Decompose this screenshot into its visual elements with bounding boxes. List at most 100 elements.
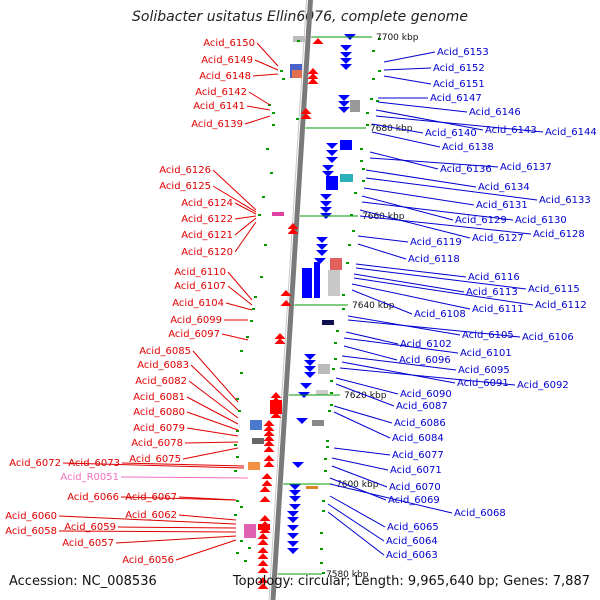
gene-label[interactable]: Acid_6087 <box>396 401 448 412</box>
gene-label[interactable]: Acid_6122 <box>181 214 233 225</box>
gene-label[interactable]: Acid_6086 <box>394 418 446 429</box>
gene-label[interactable]: Acid_6128 <box>533 229 585 240</box>
gene-tick <box>272 112 275 114</box>
gene-label[interactable]: Acid_6095 <box>458 365 510 376</box>
gene-label[interactable]: Acid_6136 <box>440 164 492 175</box>
gene-label[interactable]: Acid_6082 <box>135 376 187 387</box>
gene-arrow <box>280 300 292 306</box>
gene-leader-line <box>58 515 237 525</box>
gene-label[interactable]: Acid_6125 <box>159 181 211 192</box>
gene-arrow <box>340 64 352 70</box>
gene-label[interactable]: Acid_6107 <box>174 281 226 292</box>
gene-label[interactable]: Acid_6072 <box>9 458 61 469</box>
gene-label[interactable]: Acid_6142 <box>195 87 247 98</box>
gene-label[interactable]: Acid_6119 <box>410 237 462 248</box>
gene-label[interactable]: Acid_6130 <box>515 215 567 226</box>
gene-label[interactable]: Acid_6115 <box>528 284 580 295</box>
gene-label[interactable]: Acid_6134 <box>478 182 530 193</box>
gene-label[interactable]: Acid_6077 <box>392 450 444 461</box>
gene-label[interactable]: Acid_6137 <box>500 162 552 173</box>
gene-arrow <box>326 143 338 149</box>
gene-arrow <box>300 113 312 119</box>
gene-label[interactable]: Acid_6121 <box>181 230 233 241</box>
gene-leader-line <box>333 405 393 424</box>
gene-label[interactable]: Acid_6060 <box>5 511 57 522</box>
chromosome-line <box>270 0 313 600</box>
gene-label[interactable]: Acid_6104 <box>172 298 224 309</box>
gene-label[interactable]: Acid_6143 <box>485 125 537 136</box>
gene-label[interactable]: Acid_6056 <box>122 555 174 566</box>
gene-arrow <box>287 228 299 234</box>
gene-label[interactable]: Acid_6102 <box>400 339 452 350</box>
gene-label[interactable]: Acid_6144 <box>545 127 597 138</box>
gene-arrow <box>307 73 319 79</box>
gene-label[interactable]: Acid_6127 <box>472 233 524 244</box>
gene-label[interactable]: Acid_6097 <box>168 329 220 340</box>
gene-label[interactable]: Acid_6081 <box>133 392 185 403</box>
gene-label[interactable]: Acid_6113 <box>466 287 518 298</box>
gene-label[interactable]: Acid_6096 <box>399 355 451 366</box>
gene-label[interactable]: Acid_6151 <box>433 79 485 90</box>
gene-label[interactable]: Acid_6110 <box>174 267 226 278</box>
gene-label[interactable]: Acid_6068 <box>454 508 506 519</box>
gene-label[interactable]: Acid_6138 <box>442 142 494 153</box>
gene-label[interactable]: Acid_6070 <box>389 482 441 493</box>
gene-tick <box>324 458 327 460</box>
gene-block-orange <box>306 486 318 489</box>
gene-label[interactable]: Acid_6090 <box>400 389 452 400</box>
gene-label[interactable]: Acid_6141 <box>193 101 245 112</box>
gene-label[interactable]: Acid_6065 <box>387 522 439 533</box>
gene-arrow <box>289 504 301 510</box>
gene-label[interactable]: Acid_6111 <box>472 304 524 315</box>
gene-label[interactable]: Acid_6057 <box>62 538 114 549</box>
gene-label[interactable]: Acid_6105 <box>462 330 514 341</box>
gene-label[interactable]: Acid_6071 <box>390 465 442 476</box>
gene-label[interactable]: Acid_6078 <box>131 438 183 449</box>
gene-label[interactable]: Acid_6084 <box>392 433 444 444</box>
gene-label[interactable]: Acid_6085 <box>139 346 191 357</box>
gene-label[interactable]: Acid_6108 <box>414 309 466 320</box>
gene-label[interactable]: Acid_6149 <box>201 55 253 66</box>
gene-label[interactable]: Acid_6153 <box>437 47 489 58</box>
gene-label[interactable]: Acid_6118 <box>408 254 460 265</box>
kbp-label: 7660 kbp <box>362 212 405 222</box>
gene-label[interactable]: Acid_6148 <box>199 71 251 82</box>
gene-arrow <box>257 533 269 539</box>
gene-label[interactable]: Acid_6064 <box>386 536 438 547</box>
gene-label[interactable]: Acid_6120 <box>181 247 233 258</box>
gene-arrow <box>287 223 299 229</box>
gene-label[interactable]: Acid_6080 <box>133 407 185 418</box>
gene-label[interactable]: Acid_6133 <box>539 195 591 206</box>
gene-label[interactable]: Acid_6152 <box>433 63 485 74</box>
gene-label[interactable]: Acid_6101 <box>460 348 512 359</box>
gene-arrow <box>287 541 299 547</box>
gene-label[interactable]: Acid_6139 <box>191 119 243 130</box>
gene-label[interactable]: Acid_6140 <box>425 128 477 139</box>
gene-label[interactable]: Acid_6116 <box>468 272 520 283</box>
gene-label[interactable]: Acid_6083 <box>137 360 189 371</box>
gene-label[interactable]: Acid_6147 <box>430 93 482 104</box>
gene-label[interactable]: Acid_R0051 <box>60 472 119 483</box>
gene-label[interactable]: Acid_6091 <box>457 378 509 389</box>
gene-tick <box>322 500 325 502</box>
gene-label[interactable]: Acid_6099 <box>170 315 222 326</box>
gene-label[interactable]: Acid_6106 <box>522 332 574 343</box>
gene-label[interactable]: Acid_6124 <box>181 198 233 209</box>
gene-label[interactable]: Acid_6126 <box>159 165 211 176</box>
gene-leader-line <box>331 457 389 471</box>
gene-label[interactable]: Acid_6129 <box>455 215 507 226</box>
gene-label[interactable]: Acid_6131 <box>476 200 528 211</box>
gene-label[interactable]: Acid_6092 <box>517 380 569 391</box>
gene-label[interactable]: Acid_6062 <box>125 510 177 521</box>
gene-label[interactable]: Acid_6079 <box>133 423 185 434</box>
gene-label[interactable]: Acid_6058 <box>5 526 57 537</box>
gene-label[interactable]: Acid_6112 <box>535 300 587 311</box>
gene-label[interactable]: Acid_6063 <box>386 550 438 561</box>
gene-label[interactable]: Acid_6075 <box>129 454 181 465</box>
gene-label[interactable]: Acid_6066 <box>67 492 119 503</box>
gene-label[interactable]: Acid_6146 <box>469 107 521 118</box>
gene-label[interactable]: Acid_6150 <box>203 38 255 49</box>
gene-tick <box>240 372 243 374</box>
gene-label[interactable]: Acid_6059 <box>64 522 116 533</box>
gene-label[interactable]: Acid_6069 <box>388 495 440 506</box>
